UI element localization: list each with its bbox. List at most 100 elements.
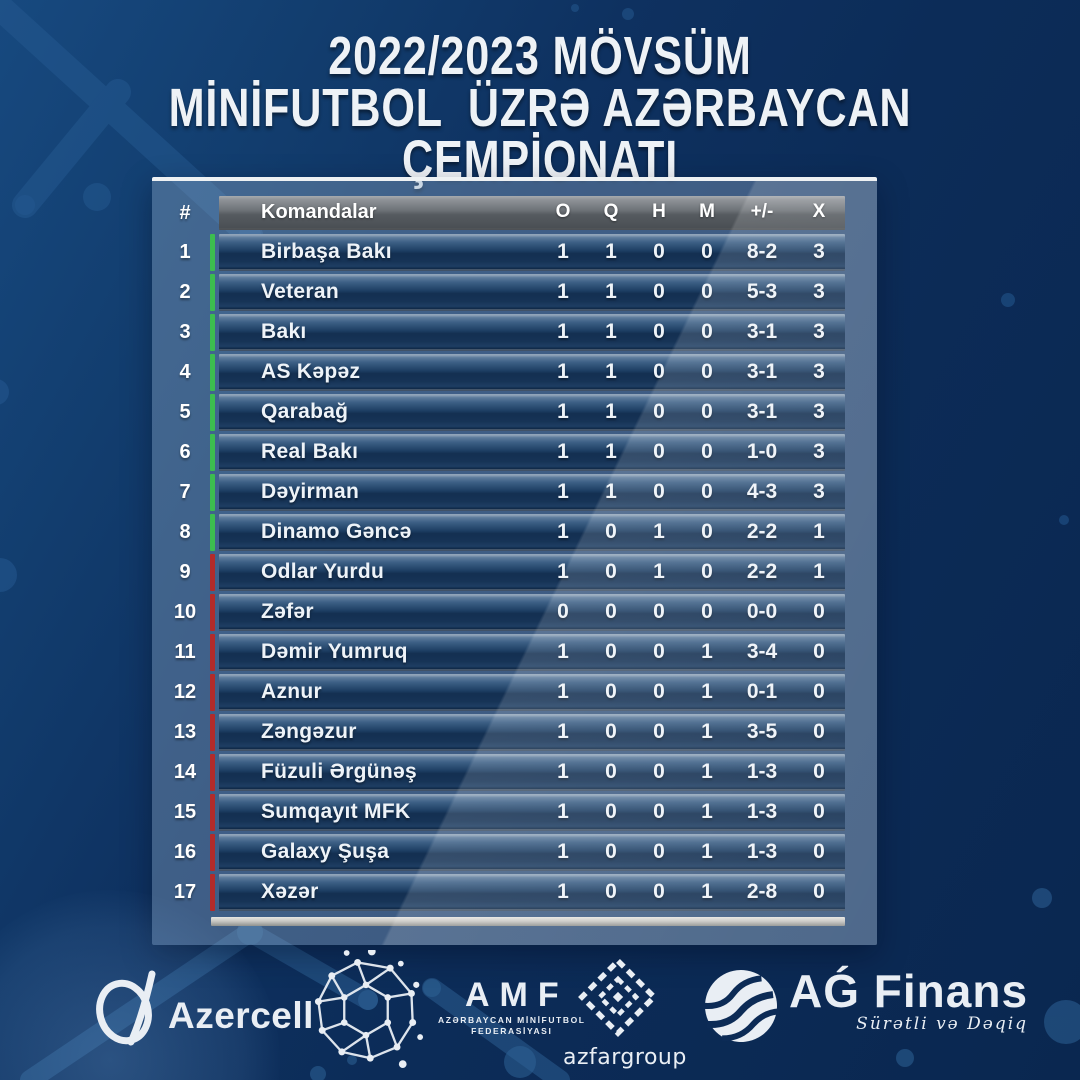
stat-o: 1 (557, 639, 569, 663)
stat-goal-diff: 3-1 (746, 359, 778, 383)
stat-h: 0 (653, 879, 665, 903)
stat-h: 0 (653, 799, 665, 823)
stat-points: 3 (813, 439, 825, 463)
stat-points: 0 (813, 839, 825, 863)
table-header-row: # Komandalar O Q H M +/- X (152, 196, 877, 230)
stat-goal-diff: 5-3 (746, 279, 778, 303)
stat-q: 0 (605, 799, 617, 823)
stat-goal-diff: 2-8 (746, 879, 778, 903)
azercell-name: Azercell (168, 995, 314, 1036)
team-name: Veteran (261, 279, 339, 303)
stat-m: 0 (701, 279, 713, 303)
stat-points: 3 (813, 399, 825, 423)
team-name: Sumqayıt MFK (261, 799, 411, 823)
stat-o: 1 (557, 239, 569, 263)
zone-indicator (210, 634, 215, 671)
column-header-points: X (812, 201, 826, 222)
stat-o: 1 (557, 719, 569, 743)
rank-cell: 10 (173, 601, 197, 623)
stat-q: 1 (605, 239, 617, 263)
stat-o: 1 (557, 319, 569, 343)
zone-indicator (210, 434, 215, 471)
stat-q: 0 (605, 599, 617, 623)
standings-table: # Komandalar O Q H M +/- X 1 Birbaşa Bak… (152, 177, 877, 945)
stat-goal-diff: 1-3 (746, 759, 778, 783)
team-row-bar: Bakı 1 1 0 0 3-1 3 (219, 314, 845, 351)
stat-points: 3 (813, 359, 825, 383)
stat-m: 1 (701, 639, 713, 663)
stat-m: 1 (701, 719, 713, 743)
stat-o: 1 (557, 559, 569, 583)
stat-goal-diff: 8-2 (746, 239, 778, 263)
stat-m: 0 (701, 439, 713, 463)
stat-q: 1 (605, 319, 617, 343)
stat-m: 1 (701, 839, 713, 863)
stat-o: 1 (557, 279, 569, 303)
stat-o: 1 (557, 799, 569, 823)
zone-indicator (210, 474, 215, 511)
stat-m: 0 (701, 399, 713, 423)
stat-points: 1 (813, 559, 825, 583)
stat-q: 1 (605, 399, 617, 423)
stat-m: 1 (701, 799, 713, 823)
stat-o: 1 (557, 879, 569, 903)
rank-cell: 11 (174, 641, 196, 663)
stat-goal-diff: 3-5 (746, 719, 778, 743)
ag-finans-text-block: AǴ Finans Sürətli və Dəqiq (789, 968, 1028, 1034)
stat-q: 0 (605, 639, 617, 663)
azfargroup-mark-icon (578, 957, 658, 1037)
stat-points: 1 (813, 519, 825, 543)
amf-network-ball-icon (314, 950, 424, 1068)
stat-points: 0 (813, 759, 825, 783)
sponsor-azercell: Azercell (88, 966, 314, 1052)
stat-m: 1 (701, 759, 713, 783)
stat-goal-diff: 1-3 (746, 839, 778, 863)
rank-cell: 17 (173, 881, 197, 903)
team-name: Dinamo Gəncə (261, 519, 412, 543)
stat-goal-diff: 0-1 (746, 679, 778, 703)
sponsor-ag-finans: AǴ Finans Sürətli və Dəqiq (703, 968, 1028, 1044)
team-name: Xəzər (261, 879, 319, 903)
team-name: Zəngəzur (261, 719, 357, 743)
stat-points: 3 (813, 279, 825, 303)
stat-q: 0 (605, 519, 617, 543)
column-header-goal-diff: +/- (750, 201, 774, 222)
table-row: 9 Odlar Yurdu 1 0 1 0 2-2 1 (152, 554, 877, 591)
rank-cell: 14 (173, 761, 197, 783)
team-name: Qarabağ (261, 399, 349, 423)
team-name: AS Kəpəz (261, 359, 361, 383)
amf-text-block: AMF AZƏRBAYCAN MİNİFUTBOL FEDERASİYASI (438, 978, 586, 1037)
stat-h: 0 (653, 839, 665, 863)
team-name: Dəmir Yumruq (261, 639, 408, 663)
stat-h: 0 (653, 679, 665, 703)
team-row-bar: Veteran 1 1 0 0 5-3 3 (219, 274, 845, 311)
column-header-o: O (555, 201, 571, 222)
stat-h: 0 (653, 759, 665, 783)
column-header-teams: Komandalar (261, 200, 377, 223)
team-row-bar: Birbaşa Bakı 1 1 0 0 8-2 3 (219, 234, 845, 271)
rank-cell: 12 (173, 681, 197, 703)
sponsor-amf: AMF AZƏRBAYCAN MİNİFUTBOL FEDERASİYASI (308, 950, 586, 1070)
table-row: 16 Galaxy Şuşa 1 0 0 1 1-3 0 (152, 834, 877, 871)
stat-goal-diff: 1-0 (746, 439, 778, 463)
zone-indicator (210, 394, 215, 431)
column-header-h: H (652, 201, 666, 222)
zone-indicator (210, 554, 215, 591)
header-bar: Komandalar O Q H M +/- X (219, 196, 845, 230)
team-row-bar: Dəyirman 1 1 0 0 4-3 3 (219, 474, 845, 511)
stat-o: 1 (557, 519, 569, 543)
rank-cell: 3 (179, 321, 191, 343)
stat-q: 1 (605, 439, 617, 463)
rank-cell: 16 (173, 841, 197, 863)
title-line-1: 2022/2023 MÖVSÜM (328, 26, 752, 86)
stat-h: 0 (653, 439, 665, 463)
stat-h: 0 (653, 599, 665, 623)
table-row: 15 Sumqayıt MFK 1 0 0 1 1-3 0 (152, 794, 877, 831)
zone-indicator (210, 594, 215, 631)
stat-h: 0 (653, 719, 665, 743)
stat-points: 3 (813, 319, 825, 343)
rank-cell: 6 (179, 441, 191, 463)
stat-o: 1 (557, 479, 569, 503)
team-row-bar: Zəngəzur 1 0 0 1 3-5 0 (219, 714, 845, 751)
zone-indicator-spacer (210, 196, 215, 230)
